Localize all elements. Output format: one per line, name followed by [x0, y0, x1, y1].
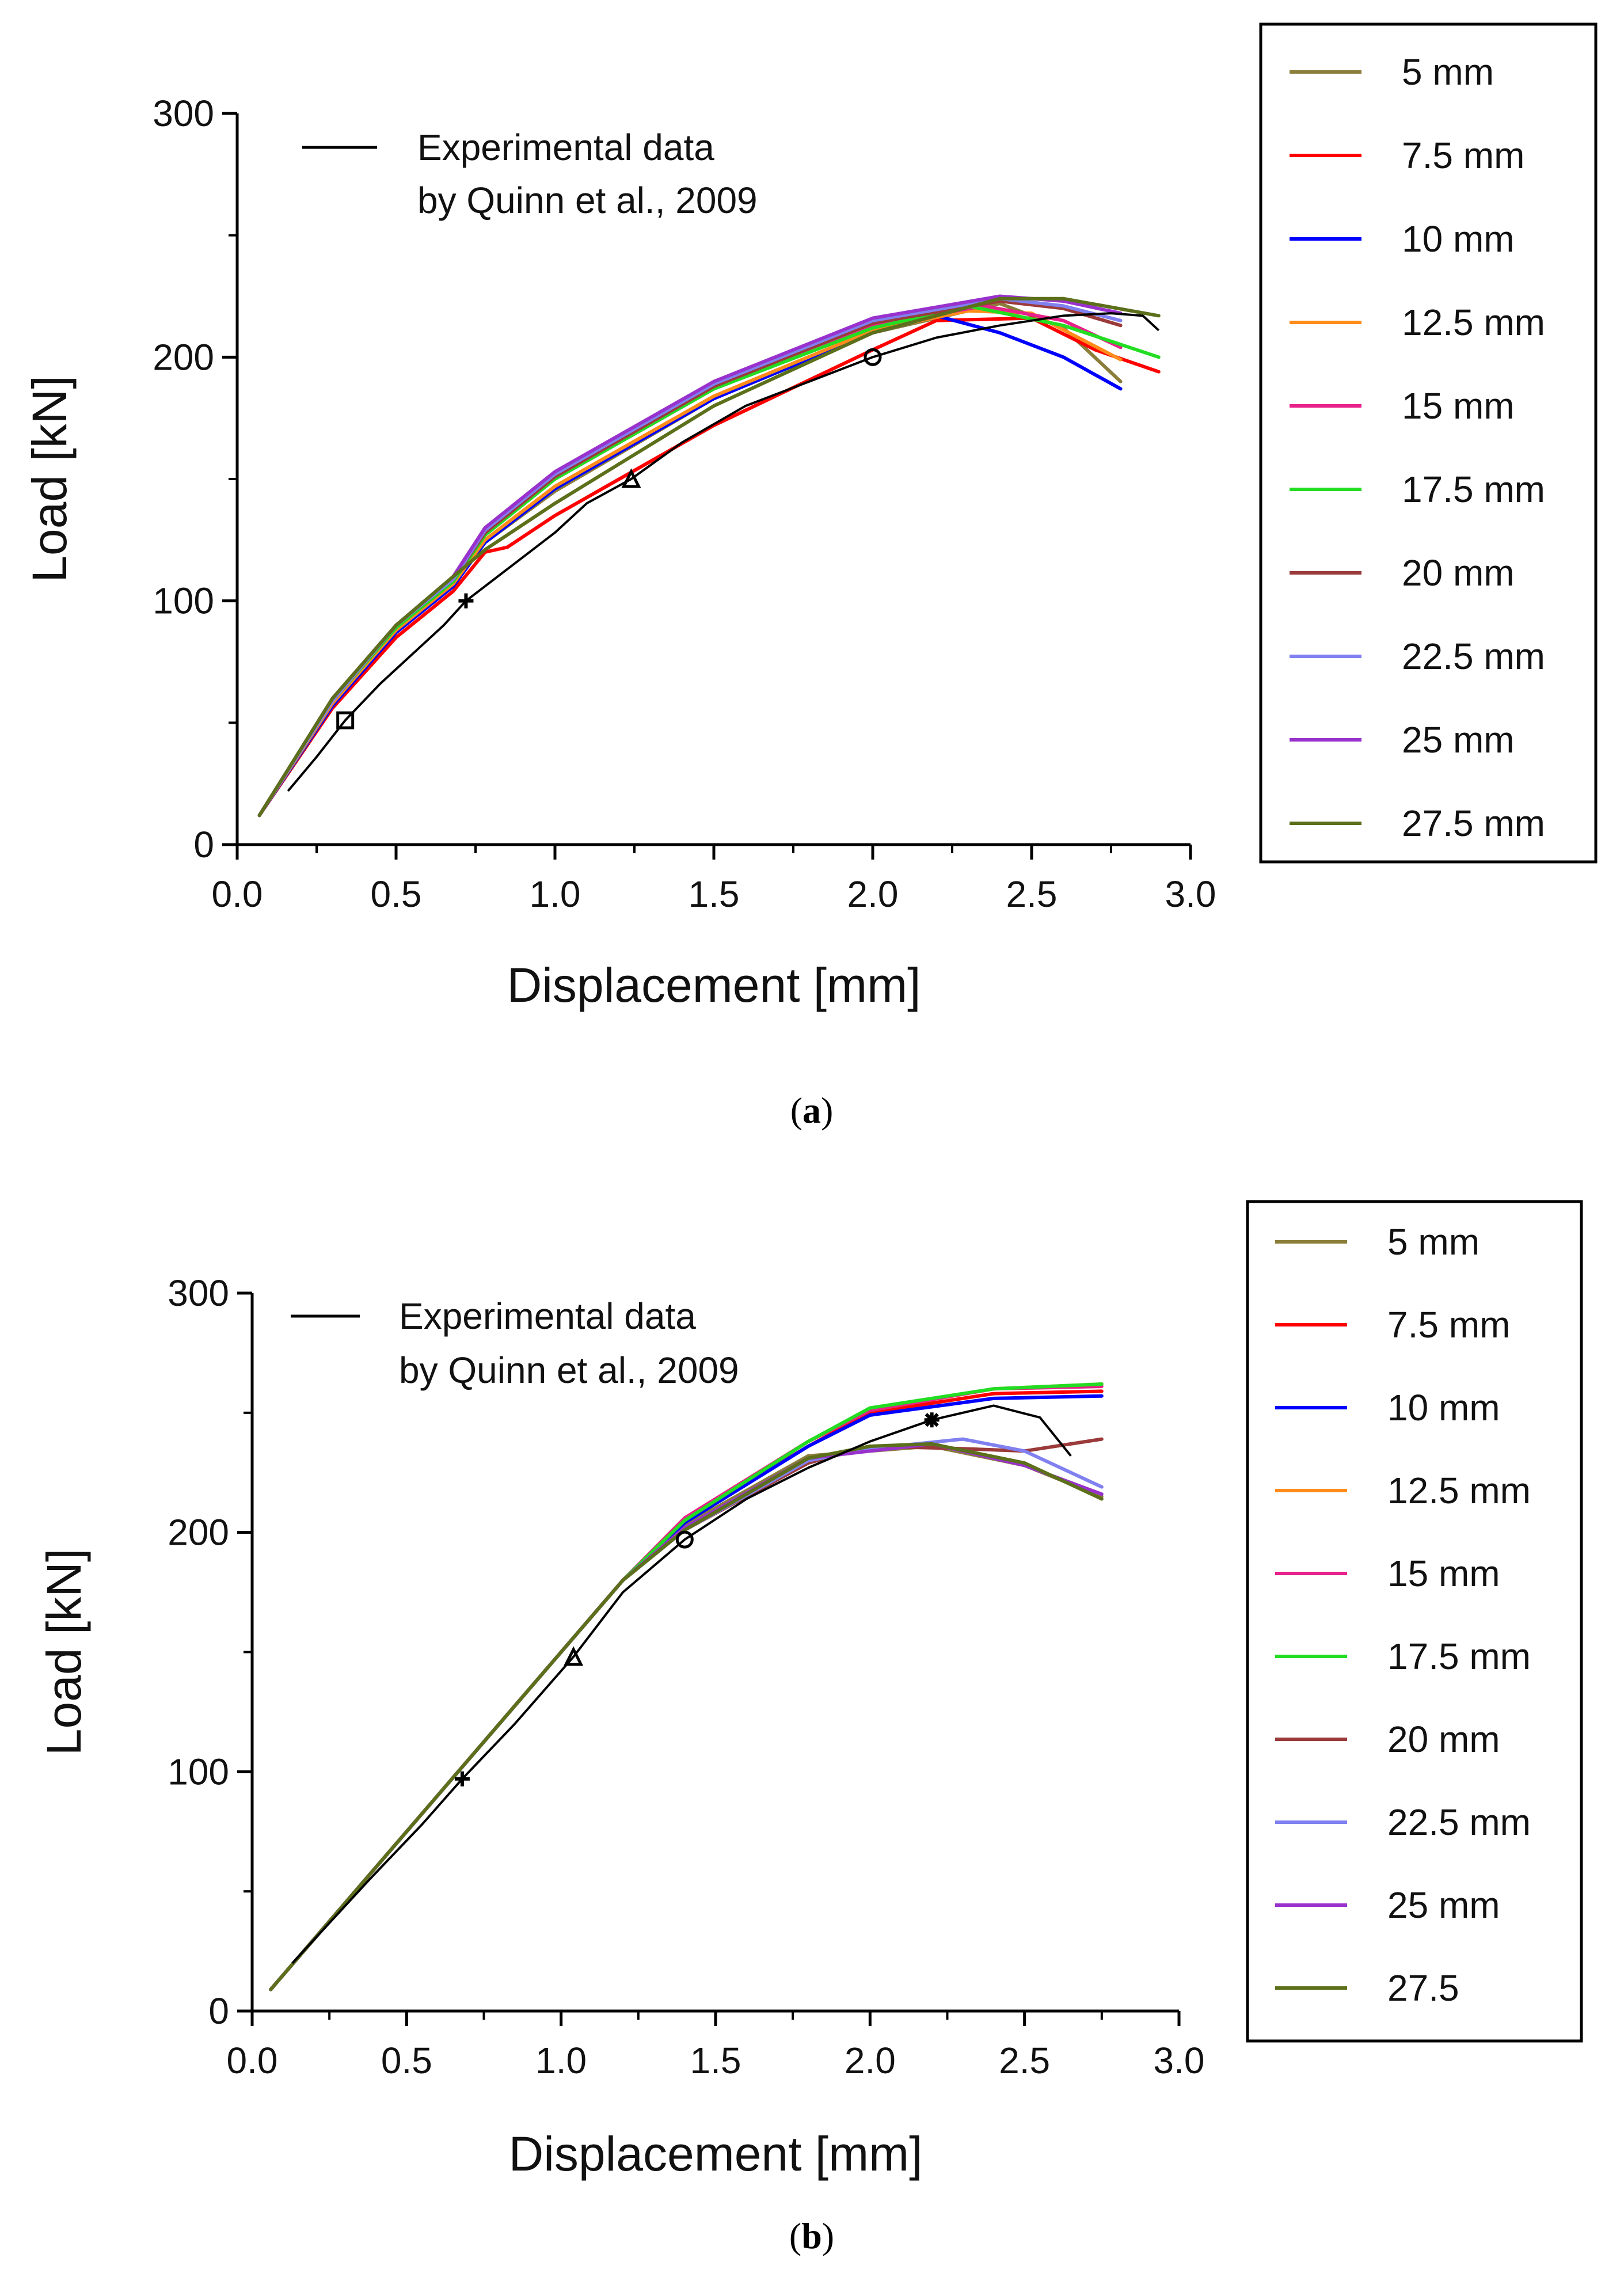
series-line-5: [257, 304, 1123, 818]
experimental-marker: [454, 1771, 470, 1787]
legend-item-label: 12.5 mm: [1387, 1470, 1531, 1511]
experimental-legend-source: by Quinn et al., 2009: [417, 180, 758, 221]
experimental-marker: [924, 1412, 940, 1428]
x-axis-title: Displacement [mm]: [509, 2127, 923, 2181]
experimental-legend-label: Experimental data: [399, 1295, 696, 1337]
y-tick-label: 300: [168, 1272, 229, 1314]
series-line-3: [257, 314, 1123, 818]
experimental-marker: [621, 468, 641, 488]
series-line-6: [269, 1382, 1104, 1991]
y-tick-label: 0: [193, 824, 214, 865]
legend-item-label: 12.5 mm: [1402, 302, 1545, 343]
legend-item-label: 25 mm: [1402, 719, 1515, 761]
x-tick-label: 3.0: [1154, 2040, 1205, 2081]
experimental-marker: [336, 711, 355, 729]
legend: 5 mm 7.5 mm 10 mm 12.5 mm 15 mm 17.5 mm 20 mm 2…: [1246, 1200, 1583, 2043]
legend-item-label: 27.5: [1387, 1967, 1459, 2009]
experimental-marker: [675, 1530, 694, 1549]
y-tick-label: 0: [208, 1990, 229, 2032]
x-tick-label: 2.0: [845, 2040, 896, 2081]
x-tick-label: 1.5: [689, 873, 740, 915]
experimental-marker: [564, 1646, 584, 1666]
legend-item-label: 17.5 mm: [1402, 469, 1545, 510]
legend-item-label: 15 mm: [1402, 385, 1515, 427]
experimental-legend-source: by Quinn et al., 2009: [399, 1350, 739, 1391]
series-line-4: [257, 309, 1123, 818]
series-line-2: [269, 1389, 1104, 1991]
x-tick-label: 1.5: [690, 2040, 741, 2081]
legend-item-label: 10 mm: [1387, 1387, 1500, 1428]
legend-item-label: 7.5 mm: [1402, 135, 1524, 176]
legend-item-label: 15 mm: [1387, 1553, 1500, 1594]
series-line-9: [257, 294, 1123, 818]
series-line-10: [269, 1442, 1104, 1991]
y-tick-label: 100: [153, 580, 214, 622]
series-line-8: [257, 297, 1123, 818]
x-tick-label: 0.5: [371, 873, 422, 915]
legend-item-label: 22.5 mm: [1402, 636, 1545, 677]
y-axis-title: Load [kN]: [22, 375, 77, 583]
y-tick-label: 200: [153, 336, 214, 378]
x-tick-label: 0.0: [227, 2040, 278, 2081]
chart-panel-a: 0.0 0.5 1.0 1.5 2.0 2.5 3.0 0 100 200 300 Displacem…: [22, 22, 1598, 1131]
experimental-marker: [458, 593, 474, 609]
legend-item-label: 10 mm: [1402, 218, 1515, 260]
legend-item-label: 17.5 mm: [1387, 1636, 1531, 1677]
y-axis-title: Load [kN]: [37, 1549, 91, 1756]
y-tick-label: 100: [168, 1751, 229, 1792]
y-tick-label: 200: [168, 1512, 229, 1553]
panel-caption: (a): [790, 1090, 834, 1131]
x-tick-label: 2.0: [847, 873, 899, 915]
legend-item-label: 27.5 mm: [1402, 803, 1545, 844]
chart-panel-b: 0.0 0.5 1.0 1.5 2.0 2.5 3.0 0 100 200 300 Displacem…: [37, 1200, 1583, 2256]
experimental-line: [291, 1404, 1072, 1964]
series-line-7: [257, 299, 1123, 818]
experimental-line: [287, 312, 1160, 792]
legend-item-label: 20 mm: [1402, 552, 1515, 594]
legend: 5 mm 7.5 mm 10 mm 12.5 mm 15 mm 17.5 mm 20 mm 2…: [1259, 22, 1598, 864]
series-line-3: [269, 1394, 1104, 1991]
series-line-9: [269, 1442, 1104, 1991]
legend-item-label: 20 mm: [1387, 1719, 1500, 1760]
legend-item-label: 25 mm: [1387, 1884, 1500, 1926]
legend-frame: [1246, 1200, 1583, 2043]
series-line-5: [269, 1385, 1104, 1991]
y-tick-label: 300: [153, 93, 214, 134]
x-tick-label: 2.5: [999, 2040, 1050, 2081]
legend-item-label: 7.5 mm: [1387, 1304, 1510, 1345]
x-tick-label: 1.0: [535, 2040, 587, 2081]
x-tick-label: 0.0: [212, 873, 263, 915]
x-tick-label: 2.5: [1006, 873, 1058, 915]
series-line-1: [257, 302, 1123, 818]
legend-frame: [1259, 22, 1598, 864]
panel-caption: (b): [789, 2215, 834, 2256]
legend-item-label: 22.5 mm: [1387, 1801, 1531, 1843]
series-line-4: [269, 1382, 1104, 1991]
experimental-legend-label: Experimental data: [417, 127, 714, 168]
x-axis-title: Displacement [mm]: [507, 958, 921, 1012]
x-tick-label: 0.5: [381, 2040, 432, 2081]
series-line-10: [257, 297, 1161, 818]
legend-item-label: 5 mm: [1387, 1221, 1480, 1263]
experimental-marker: [864, 348, 882, 366]
x-tick-label: 3.0: [1165, 873, 1216, 915]
legend-item-label: 5 mm: [1402, 51, 1494, 93]
x-tick-label: 1.0: [530, 873, 581, 915]
